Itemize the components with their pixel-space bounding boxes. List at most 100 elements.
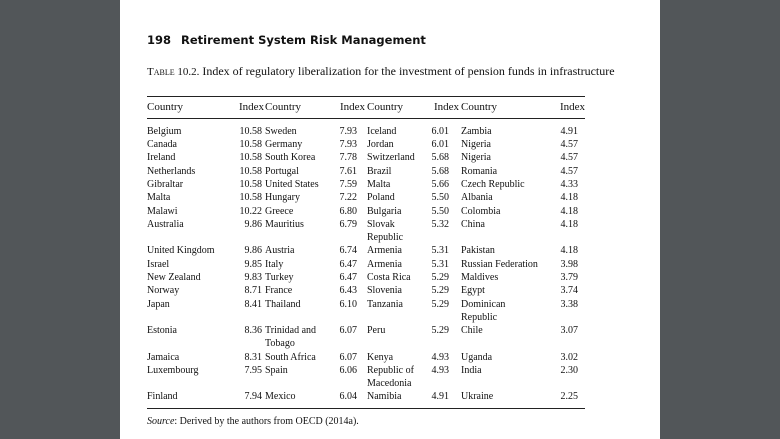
country-cell: South Korea [265,152,316,163]
index-cell: 2.25 [560,391,579,402]
index-cell: 6.10 [339,299,358,310]
table-caption-text: Index of regulatory liberalization for t… [202,64,615,78]
index-cell: 10.58 [239,166,263,177]
index-cell: 4.57 [560,152,579,163]
table-row: Finland 7.94 Mexico 6.04 Namibia 4.91 Ukraine 2… [147,390,585,403]
country-cell: Trinidad and Tobago [265,325,317,349]
index-cell: 4.93 [431,352,450,363]
country-cell: Nigeria [461,152,491,163]
source-label: Source [147,416,175,427]
country-cell: Thailand [265,299,301,310]
country-cell: Brazil [367,166,392,177]
country-cell: Luxembourg [147,365,199,376]
country-cell: Austria [265,245,295,256]
index-cell: 4.57 [560,166,579,177]
index-cell: 9.86 [244,219,263,230]
country-cell: Switzerland [367,152,415,163]
index-cell: 9.86 [244,245,263,256]
country-cell: Japan [147,299,170,310]
index-cell: 7.95 [244,365,263,376]
index-cell: 8.71 [244,285,263,296]
index-cell: 9.83 [244,272,263,283]
index-cell: 7.78 [339,152,358,163]
index-cell: 6.79 [339,219,358,230]
index-cell: 10.22 [239,206,263,217]
index-cell: 7.61 [339,166,358,177]
country-cell: Malawi [147,206,178,217]
country-cell: Zambia [461,126,492,137]
index-cell: 6.07 [339,352,358,363]
index-cell: 4.33 [560,179,579,190]
top-rule [147,96,585,97]
country-cell: Finland [147,391,178,402]
table-header-row: Country Index Country Index Country Inde… [147,101,585,114]
index-cell: 4.57 [560,139,579,150]
country-cell: Canada [147,139,177,150]
country-cell: Costa Rica [367,272,411,283]
country-cell: Armenia [367,245,402,256]
running-title: Retirement System Risk Management [181,33,426,47]
index-cell: 8.36 [244,325,263,336]
index-cell: 4.91 [560,126,579,137]
country-cell: Tanzania [367,299,403,310]
country-cell: Romania [461,166,498,177]
column-header: Index [238,101,264,113]
index-cell: 6.04 [339,391,358,402]
table-label: Table 10.2. [147,66,200,78]
country-cell: Netherlands [147,166,196,177]
table-row: Japan 8.41 Thailand 6.10 Tanzania 5.29 Dominic… [147,298,585,323]
country-cell: France [265,285,293,296]
index-cell: 6.01 [431,139,450,150]
country-cell: Uganda [461,352,493,363]
index-cell: 5.29 [431,285,450,296]
table-source-note: Source: Derived by the authors from OECD… [147,416,359,427]
country-cell: Jordan [367,139,394,150]
country-cell: Namibia [367,391,402,402]
table-row: Jamaica 8.31 South Africa 6.07 Kenya 4.93 Ugan… [147,351,585,364]
index-cell: 6.01 [431,126,450,137]
index-cell: 4.18 [560,245,579,256]
country-cell: Maldives [461,272,499,283]
index-cell: 3.02 [560,352,579,363]
index-cell: 6.06 [339,365,358,376]
table-row: Belgium 10.58 Sweden 7.93 Iceland 6.01 Zambia 4… [147,125,585,138]
country-cell: Iceland [367,126,397,137]
country-cell: Sweden [265,126,297,137]
country-cell: Turkey [265,272,294,283]
column-header: Country [461,101,498,113]
country-cell: Poland [367,192,395,203]
index-cell: 10.58 [239,179,263,190]
country-cell: Ukraine [461,391,494,402]
index-cell: 6.47 [339,272,358,283]
country-cell: Malta [147,192,171,203]
table-row: Australia 9.86 Mauritius 6.79 Slovak Republic… [147,218,585,243]
index-cell: 7.94 [244,391,263,402]
table-row: United Kingdom 9.86 Austria 6.74 Armenia 5.31… [147,244,585,257]
running-head: 198 Retirement System Risk Management [147,33,426,47]
table-caption: Table 10.2. Index of regulatory liberali… [147,64,617,79]
column-header: Country [265,101,302,113]
column-header: Index [433,101,459,113]
table-row: Norway 8.71 France 6.43 Slovenia 5.29 Egypt 3.7… [147,284,585,297]
country-cell: Jamaica [147,352,180,363]
country-cell: United Kingdom [147,245,215,256]
country-cell: Armenia [367,259,402,270]
table-row: Netherlands 10.58 Portugal 7.61 Brazil 5.68 Ro… [147,165,585,178]
country-cell: New Zealand [147,272,201,283]
index-cell: 4.18 [560,206,579,217]
country-cell: India [461,365,482,376]
country-cell: Pakistan [461,245,495,256]
country-cell: Nigeria [461,139,491,150]
index-cell: 10.58 [239,139,263,150]
country-cell: Czech Republic [461,179,525,190]
country-cell: Peru [367,325,386,336]
index-cell: 10.58 [239,126,263,137]
index-cell: 4.18 [560,192,579,203]
country-cell: Malta [367,179,391,190]
table-row: Israel 9.85 Italy 6.47 Armenia 5.31 Russian Fe… [147,258,585,271]
country-cell: Greece [265,206,294,217]
index-cell: 9.85 [244,259,263,270]
country-cell: South Africa [265,352,316,363]
country-cell: Egypt [461,285,485,296]
page-number: 198 [147,33,172,47]
